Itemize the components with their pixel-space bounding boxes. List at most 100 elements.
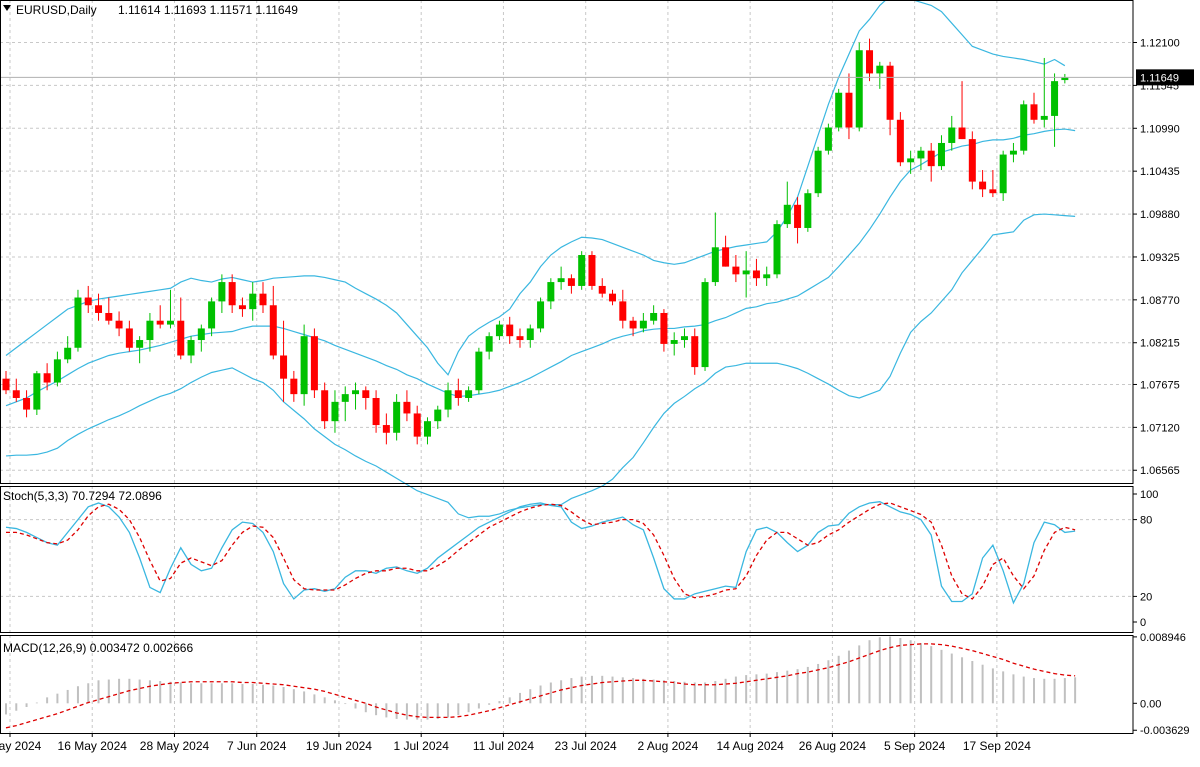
- candle-body: [362, 390, 370, 398]
- macd-tick-label: 0.008946: [1140, 632, 1186, 644]
- candle-body: [619, 301, 627, 321]
- candle-body: [95, 305, 103, 313]
- price-tick-label: 1.07675: [1140, 379, 1180, 391]
- candle-body: [218, 282, 226, 302]
- candle-body: [382, 425, 390, 433]
- candle-body: [331, 401, 339, 422]
- candle-body: [300, 336, 308, 395]
- candle-body: [1040, 115, 1048, 120]
- candle-body: [423, 421, 431, 437]
- candle-body: [136, 340, 144, 348]
- candle-body: [979, 181, 987, 190]
- candle-body: [1020, 104, 1028, 151]
- candle-body: [557, 278, 565, 283]
- candle-body: [609, 293, 617, 302]
- date-label: 28 May 2024: [140, 739, 210, 753]
- candle-body: [74, 297, 82, 348]
- macd-tick-label: 0.00: [1140, 698, 1161, 710]
- candle-body: [64, 347, 72, 360]
- candle-body: [773, 224, 781, 275]
- candle-body: [413, 413, 421, 437]
- candle-body: [1061, 77, 1069, 81]
- candle-body: [722, 247, 730, 267]
- candle-body: [732, 266, 740, 275]
- ohlc-label: 1.11614 1.11693 1.11571 1.11649: [118, 3, 298, 17]
- price-tick-label: 1.08215: [1140, 338, 1180, 350]
- candle-body: [588, 255, 596, 286]
- candle-body: [567, 278, 575, 286]
- candle-body: [1009, 150, 1017, 155]
- candle-body: [804, 193, 812, 228]
- candle-body: [866, 50, 874, 74]
- date-label: 14 Aug 2024: [716, 739, 784, 753]
- candle-body: [403, 401, 411, 414]
- price-tick-label: 1.06565: [1140, 465, 1180, 477]
- candle-body: [321, 390, 329, 422]
- date-label: 26 Aug 2024: [799, 739, 867, 753]
- candle-body: [742, 270, 750, 275]
- candle-body: [495, 324, 503, 337]
- date-label: 17 Sep 2024: [963, 739, 1031, 753]
- current-price-box: [1136, 69, 1194, 86]
- candle-body: [639, 320, 647, 329]
- candle-body: [475, 351, 483, 391]
- symbol-label: EURUSD,Daily: [16, 3, 97, 17]
- date-label: 16 May 2024: [58, 739, 128, 753]
- candle-body: [794, 204, 802, 228]
- candle-body: [701, 282, 709, 368]
- candle-body: [691, 336, 699, 368]
- triangle-down-icon[interactable]: [3, 5, 11, 11]
- candle-body: [886, 65, 894, 120]
- bollinger-band-lower: [5, 213, 1076, 519]
- candle-body: [352, 390, 360, 395]
- candle-body: [824, 127, 832, 151]
- candle-body: [896, 119, 904, 163]
- price-tick-label: 1.12100: [1140, 38, 1180, 50]
- candle-body: [465, 390, 473, 398]
- date-label: 7 Jun 2024: [227, 739, 287, 753]
- candle-body: [53, 359, 61, 383]
- price-tick-label: 1.09880: [1140, 209, 1180, 221]
- candle-body: [999, 154, 1007, 194]
- candle-body: [341, 394, 349, 402]
- candle-body: [105, 312, 113, 321]
- candle-body: [937, 142, 945, 167]
- stoch-tick-label: 80: [1140, 515, 1152, 527]
- stoch-tick-label: 20: [1140, 591, 1152, 603]
- candle-body: [454, 390, 462, 398]
- pane-frame-main: [0, 0, 1134, 484]
- candle-body: [598, 285, 606, 294]
- candle-body: [711, 247, 719, 283]
- candle-body: [516, 336, 524, 341]
- candle-body: [876, 65, 884, 74]
- candle-body: [43, 373, 51, 383]
- date-label: 19 Jun 2024: [306, 739, 372, 753]
- candle-body: [526, 328, 534, 341]
- price-tick-label: 1.09325: [1140, 252, 1180, 264]
- price-tick-label: 1.08770: [1140, 295, 1180, 307]
- candle-body: [660, 312, 668, 344]
- candle-body: [146, 320, 154, 341]
- candle-body: [917, 150, 925, 159]
- candle-body: [578, 255, 586, 286]
- candle-body: [845, 92, 853, 128]
- candle-body: [177, 320, 185, 356]
- candle-body: [670, 340, 678, 344]
- candle-body: [968, 139, 976, 182]
- candle-body: [280, 355, 288, 379]
- candle-body: [434, 409, 442, 422]
- candle-body: [989, 189, 997, 194]
- stoch-tick-label: 100: [1140, 489, 1158, 501]
- candle-body: [927, 150, 935, 167]
- date-label: 11 Jul 2024: [473, 739, 534, 753]
- candle-body: [485, 336, 493, 352]
- date-label: 5 Sep 2024: [884, 739, 946, 753]
- date-label: 23 Jul 2024: [555, 739, 617, 753]
- candle-body: [12, 390, 20, 398]
- candle-body: [506, 324, 514, 337]
- candle-body: [650, 312, 658, 321]
- candle-body: [259, 293, 267, 306]
- candle-body: [208, 301, 216, 329]
- price-tick-label: 1.10990: [1140, 123, 1180, 135]
